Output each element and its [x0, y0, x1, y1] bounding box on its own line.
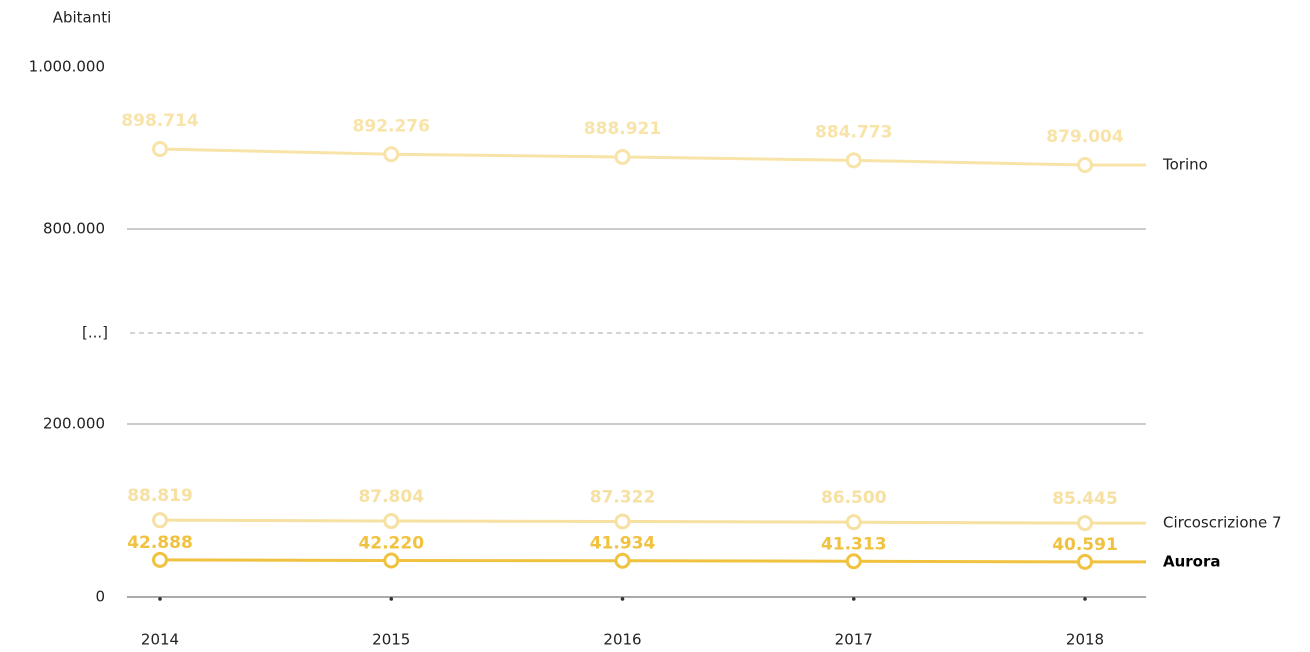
data-point: [845, 514, 862, 531]
x-tick-mark: [620, 597, 625, 601]
x-tick-mark: [851, 597, 856, 601]
x-tick-label: 2018: [1066, 631, 1104, 649]
x-tick-label: 2017: [835, 631, 873, 649]
series-line: [159, 147, 1146, 167]
series-line: [159, 558, 1146, 564]
data-label: 41.313: [821, 534, 887, 554]
data-point: [1077, 157, 1093, 174]
data-point: [383, 146, 400, 163]
data-label: 884.773: [815, 122, 892, 142]
data-label: 88.819: [127, 486, 193, 506]
data-label: 87.322: [590, 487, 656, 507]
x-tick-mark: [158, 597, 162, 601]
legend-label: Torino: [1162, 156, 1208, 174]
data-point: [614, 513, 631, 530]
data-point: [845, 152, 862, 169]
series-line: [159, 518, 1146, 525]
data-point: [845, 553, 862, 570]
data-label: 42.220: [358, 533, 424, 553]
data-label: 86.500: [821, 488, 887, 508]
y-tick-label: 0: [95, 588, 105, 606]
data-label: 41.934: [590, 534, 656, 554]
y-tick-label: 200.000: [43, 415, 105, 433]
data-label: 898.714: [121, 111, 199, 131]
data-label: 85.445: [1052, 489, 1118, 509]
data-label: 879.004: [1046, 127, 1124, 147]
data-label: 40.591: [1052, 535, 1118, 555]
axis-break-label: [...]: [82, 324, 108, 342]
data-label: 42.888: [127, 533, 193, 553]
x-tick-label: 2014: [141, 631, 179, 649]
legend-label: Circoscrizione 7: [1163, 514, 1282, 532]
data-point: [1077, 515, 1093, 532]
x-tick-label: 2016: [603, 631, 641, 649]
data-point: [383, 552, 400, 569]
data-point: [614, 148, 631, 165]
data-point: [152, 551, 168, 568]
data-point: [614, 552, 631, 569]
data-point: [383, 513, 400, 530]
data-point: [1077, 553, 1093, 570]
data-label: 87.804: [358, 487, 424, 507]
data-point: [152, 141, 168, 158]
y-tick-label: 1.000.000: [29, 58, 105, 76]
x-tick-mark: [389, 597, 394, 601]
data-label: 888.921: [584, 119, 661, 139]
x-tick-label: 2015: [372, 631, 410, 649]
data-point: [152, 512, 168, 529]
y-tick-label: 800.000: [43, 220, 105, 238]
legend-label: Aurora: [1163, 552, 1221, 570]
x-tick-mark: [1083, 597, 1087, 601]
data-label: 892.276: [353, 116, 430, 136]
y-axis-label: Abitanti: [53, 9, 112, 27]
